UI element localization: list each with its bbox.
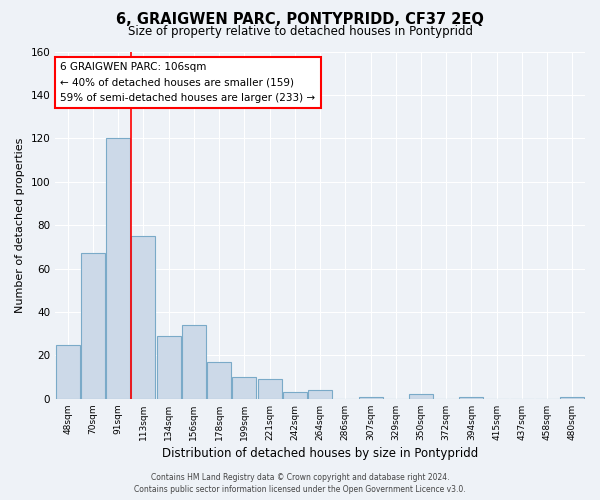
Bar — [283, 392, 307, 399]
Bar — [131, 236, 155, 399]
Text: Contains HM Land Registry data © Crown copyright and database right 2024.
Contai: Contains HM Land Registry data © Crown c… — [134, 472, 466, 494]
Text: 6 GRAIGWEN PARC: 106sqm
← 40% of detached houses are smaller (159)
59% of semi-d: 6 GRAIGWEN PARC: 106sqm ← 40% of detache… — [61, 62, 316, 103]
Bar — [308, 390, 332, 399]
Text: 6, GRAIGWEN PARC, PONTYPRIDD, CF37 2EQ: 6, GRAIGWEN PARC, PONTYPRIDD, CF37 2EQ — [116, 12, 484, 28]
Bar — [409, 394, 433, 399]
Bar — [157, 336, 181, 399]
Bar — [460, 396, 484, 399]
Bar — [56, 344, 80, 399]
Bar — [359, 396, 383, 399]
Text: Size of property relative to detached houses in Pontypridd: Size of property relative to detached ho… — [128, 25, 473, 38]
Bar — [106, 138, 130, 399]
Bar — [560, 396, 584, 399]
X-axis label: Distribution of detached houses by size in Pontypridd: Distribution of detached houses by size … — [162, 447, 478, 460]
Bar — [207, 362, 231, 399]
Bar — [257, 380, 281, 399]
Y-axis label: Number of detached properties: Number of detached properties — [15, 138, 25, 313]
Bar — [232, 377, 256, 399]
Bar — [81, 254, 105, 399]
Bar — [182, 325, 206, 399]
